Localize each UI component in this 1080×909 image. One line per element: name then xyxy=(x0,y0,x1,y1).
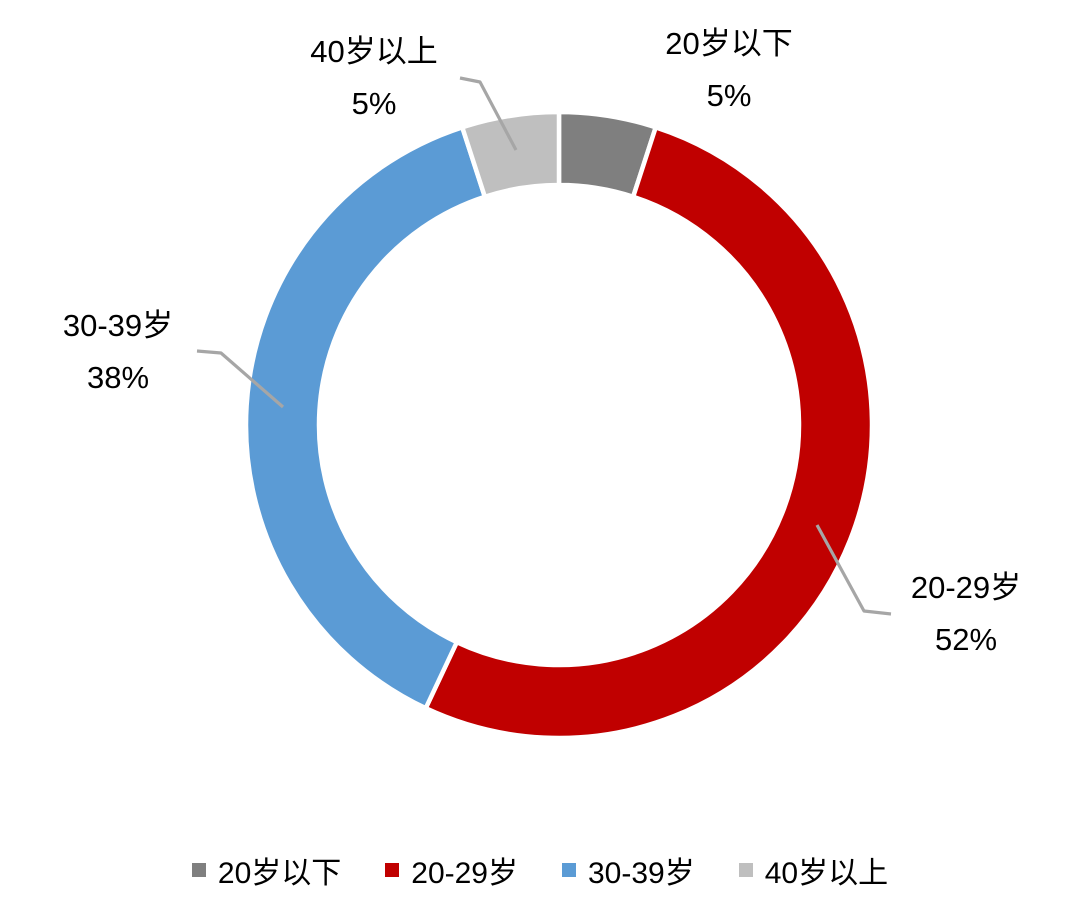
data-label-category: 20岁以下 xyxy=(665,26,793,61)
legend-item-20-29[interactable]: 20-29岁 xyxy=(385,848,518,892)
data-label-percent: 52% xyxy=(934,622,998,657)
data-label-category: 40岁以上 xyxy=(310,34,438,69)
legend-swatch-over-40 xyxy=(738,863,753,877)
data-label-category: 20-29岁 xyxy=(910,570,1022,605)
leader-line-over-40 xyxy=(459,76,518,151)
slice-over-40[interactable] xyxy=(460,109,562,199)
leader-line-20-29 xyxy=(815,524,892,616)
legend-item-under-20[interactable]: 20岁以下 xyxy=(191,848,342,892)
data-label-30-39: 30-39岁 38% xyxy=(63,300,173,404)
slice-30-39[interactable] xyxy=(243,125,488,711)
data-label-percent: 38% xyxy=(86,360,150,395)
legend: 20岁以下 20-29岁 30-39岁 40岁以上 xyxy=(0,845,1080,895)
data-label-percent: 5% xyxy=(706,78,752,113)
data-label-over-40: 40岁以上 5% xyxy=(310,26,437,130)
legend-item-30-39[interactable]: 30-39岁 xyxy=(562,848,695,892)
legend-item-over-40[interactable]: 40岁以上 xyxy=(738,848,889,892)
legend-swatch-30-39 xyxy=(562,863,576,877)
data-label-category: 30-39岁 xyxy=(62,308,174,343)
data-label-percent: 5% xyxy=(351,86,397,121)
data-label-under-20: 20岁以下 5% xyxy=(665,18,792,122)
legend-swatch-under-20 xyxy=(191,863,206,877)
data-label-20-29: 20-29岁 52% xyxy=(911,562,1021,666)
leader-line-30-39 xyxy=(196,349,285,409)
legend-label: 20岁以下 xyxy=(217,857,342,890)
legend-label: 30-39岁 xyxy=(588,857,695,890)
legend-swatch-20-29 xyxy=(385,863,400,877)
legend-label: 40岁以上 xyxy=(764,857,889,890)
slice-20-29[interactable] xyxy=(423,125,875,741)
legend-label: 20-29岁 xyxy=(411,857,518,890)
